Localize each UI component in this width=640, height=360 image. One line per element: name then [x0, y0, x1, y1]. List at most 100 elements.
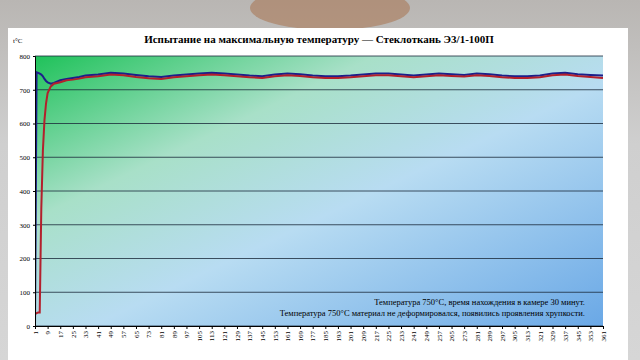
tick: 329 — [549, 326, 557, 342]
title: Испытание на максимальную температуру — … — [144, 33, 494, 45]
tick-label: 100 — [20, 289, 31, 297]
tick-mark — [590, 326, 591, 329]
tick-mark — [313, 326, 314, 329]
tick-mark — [237, 326, 238, 329]
tick: 97 — [183, 326, 191, 338]
grid-line — [35, 292, 603, 293]
tick: 305 — [511, 326, 519, 342]
tick-mark — [60, 326, 61, 329]
tick-mark — [452, 326, 453, 329]
grid-line — [35, 56, 603, 57]
tick-mark — [325, 326, 326, 329]
tick-label: 800 — [20, 53, 31, 61]
tick-label: 73 — [145, 331, 153, 339]
tick: 137 — [246, 326, 254, 342]
tick-mark — [275, 326, 276, 329]
tick-mark — [33, 326, 35, 327]
tick-label: 9 — [44, 331, 52, 335]
tick: 145 — [259, 326, 267, 342]
tick-mark — [73, 326, 74, 329]
tick-label: 300 — [20, 221, 31, 229]
tick: 153 — [272, 326, 280, 342]
tick-label: 265 — [448, 331, 456, 342]
tick-mark — [111, 326, 112, 329]
tick: 33 — [82, 326, 90, 338]
grid — [35, 56, 603, 326]
tick: 281 — [474, 326, 482, 342]
tick-label: 105 — [196, 331, 204, 342]
tick-label: 201 — [347, 331, 355, 342]
tick: 161 — [284, 326, 292, 342]
tick: 500 — [20, 154, 36, 162]
tick: 49 — [107, 326, 115, 338]
tick: 177 — [309, 326, 317, 342]
tick: 225 — [385, 326, 393, 342]
tick: 89 — [171, 326, 179, 338]
tick: 300 — [20, 221, 36, 229]
tick-mark — [33, 157, 35, 158]
tick-label: 233 — [398, 331, 406, 342]
tick: 41 — [95, 326, 103, 338]
tick: 81 — [158, 326, 166, 338]
tick-label: 185 — [322, 331, 330, 342]
annotation: Температура 750°С, время нахождения в ка… — [374, 297, 585, 307]
tick: 241 — [410, 326, 418, 342]
tick: 217 — [373, 326, 381, 342]
tick-mark — [426, 326, 427, 329]
tick: 185 — [322, 326, 330, 342]
tick-mark — [250, 326, 251, 329]
grid-line — [35, 123, 603, 124]
grid-line — [35, 157, 603, 158]
tick-label: 1 — [32, 331, 40, 335]
tick-mark — [502, 326, 503, 329]
grid-line — [35, 258, 603, 259]
tick-mark — [136, 326, 137, 329]
tick-mark — [48, 326, 49, 329]
tick: 169 — [297, 326, 305, 342]
tick: 129 — [234, 326, 242, 342]
tick-label: 81 — [158, 331, 166, 339]
tick-mark — [287, 326, 288, 329]
tick: 121 — [221, 326, 229, 342]
plot-background — [35, 56, 603, 326]
tick-mark — [174, 326, 175, 329]
tick-mark — [578, 326, 579, 329]
tick-mark — [33, 225, 35, 226]
tick: 400 — [20, 188, 36, 196]
tick-mark — [85, 326, 86, 329]
tick-mark — [603, 326, 604, 329]
tick-label: 0 — [27, 323, 31, 331]
tick-mark — [464, 326, 465, 329]
grid-line — [35, 89, 603, 90]
tick: 600 — [20, 120, 36, 128]
tick-label: 97 — [183, 331, 191, 339]
tick-label: 49 — [107, 331, 115, 339]
tick-label: 17 — [57, 331, 65, 339]
tick-mark — [414, 326, 415, 329]
lines — [35, 72, 603, 326]
tick-mark — [565, 326, 566, 329]
tick-label: 200 — [20, 255, 31, 263]
tick: 361 — [600, 326, 608, 342]
tick-mark — [540, 326, 541, 329]
tick-label: 305 — [511, 331, 519, 342]
tick-mark — [123, 326, 124, 329]
tick: 65 — [133, 326, 141, 338]
tick-mark — [477, 326, 478, 329]
tick-mark — [33, 292, 35, 293]
tick-label: 129 — [234, 331, 242, 342]
tick-label: 257 — [436, 331, 444, 342]
tick-label: 41 — [95, 331, 103, 339]
tick-mark — [515, 326, 516, 329]
tick-label: 353 — [587, 331, 595, 342]
tick-label: 113 — [208, 331, 216, 342]
grid-line — [35, 224, 603, 225]
tick: 105 — [196, 326, 204, 342]
tick-mark — [363, 326, 364, 329]
tick-label: 289 — [486, 331, 494, 342]
tick-mark — [33, 56, 35, 57]
tick-label: 313 — [524, 331, 532, 342]
tick-label: 345 — [574, 331, 582, 342]
series-line — [35, 72, 603, 326]
tick-mark — [149, 326, 150, 329]
